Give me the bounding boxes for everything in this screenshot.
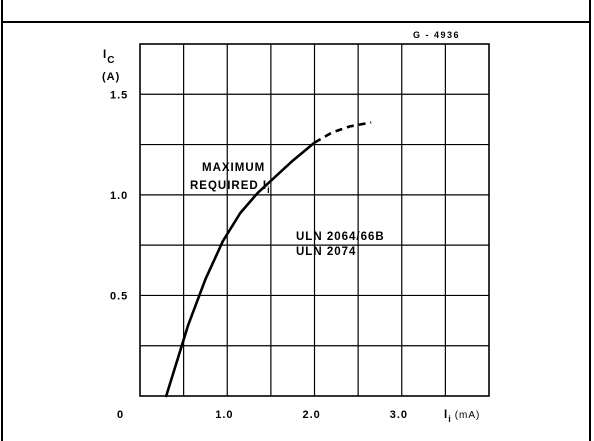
figure-code: G - 4936 xyxy=(413,30,460,40)
series-curve-dashed xyxy=(313,121,372,144)
series-curve-solid xyxy=(164,141,316,398)
x-tick-label: 2.0 xyxy=(303,409,321,421)
tick-labels: 0 1.0 2.0 3.0 0.5 1.0 1.5 xyxy=(110,89,408,421)
x-axis-label: Ii (mA) xyxy=(444,409,480,424)
y-axis-label: IC xyxy=(103,49,115,66)
series-label-line2: ULN 2074 xyxy=(296,246,356,258)
y-axis-unit: (A) xyxy=(102,71,120,83)
x-tick-label: 1.0 xyxy=(215,409,233,421)
y-tick-label: 0.5 xyxy=(110,290,128,302)
x-tick-label: 3.0 xyxy=(390,409,408,421)
annotation-maximum: MAXIMUM xyxy=(202,162,265,174)
y-tick-label: 1.0 xyxy=(110,190,128,202)
curves xyxy=(164,121,372,398)
plot-area-border xyxy=(139,43,490,397)
annotation-required: REQUIRED Ii xyxy=(190,180,271,195)
x-tick-label: 0 xyxy=(117,409,124,421)
grid xyxy=(140,44,489,396)
series-label-line1: ULN 2064/66B xyxy=(296,231,385,243)
y-tick-label: 1.5 xyxy=(110,89,128,101)
